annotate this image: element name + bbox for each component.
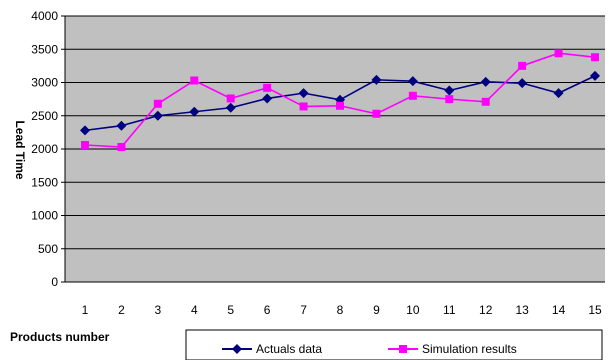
x-tick-label: 5 <box>227 303 234 317</box>
series-simulation <box>81 49 599 152</box>
legend-item-simulation: Simulation results <box>388 342 517 356</box>
y-tick-label: 1000 <box>31 209 58 223</box>
series-layer <box>80 49 600 152</box>
y-tick-label: 0 <box>51 275 58 289</box>
y-axis-ticks: 0 500 1000 1500 2000 2500 3000 3500 4000 <box>31 9 66 289</box>
x-tick-label: 10 <box>406 303 420 317</box>
data-point <box>225 102 236 113</box>
legend-box <box>185 329 603 360</box>
x-tick-label: 3 <box>155 303 162 317</box>
y-tick-label: 1500 <box>31 175 58 189</box>
data-point <box>116 120 127 131</box>
data-point <box>190 76 199 85</box>
series-actuals <box>80 70 600 136</box>
data-point <box>189 106 200 117</box>
y-tick-label: 3500 <box>31 42 58 56</box>
data-point <box>372 109 381 118</box>
y-tick-label: 500 <box>38 242 58 256</box>
data-point <box>518 61 527 70</box>
data-point <box>371 74 382 85</box>
y-tick-label: 2000 <box>31 142 58 156</box>
x-tick-label: 2 <box>118 303 125 317</box>
legend-label-actuals: Actuals data <box>256 342 322 356</box>
data-point <box>591 53 599 62</box>
legend: Actuals data Simulation results <box>185 329 603 360</box>
data-point <box>80 125 90 136</box>
data-point <box>152 110 163 121</box>
x-tick-label: 6 <box>264 303 271 317</box>
data-point <box>298 88 309 99</box>
legend-label-simulation: Simulation results <box>422 342 517 356</box>
y-tick-label: 4000 <box>31 9 58 23</box>
x-tick-label: 15 <box>588 303 602 317</box>
x-axis-title: Products number <box>10 330 110 344</box>
x-tick-label: 12 <box>479 303 493 317</box>
data-point <box>408 91 417 100</box>
x-axis-ticks: 1 2 3 4 5 6 7 8 9 10 11 12 13 14 15 <box>82 303 602 317</box>
y-tick-label: 2500 <box>31 109 58 123</box>
legend-marker-actuals-icon <box>232 344 242 354</box>
data-point <box>444 85 455 96</box>
data-point <box>226 94 235 103</box>
x-tick-label: 14 <box>552 303 566 317</box>
data-point <box>554 49 563 58</box>
data-point <box>263 83 272 92</box>
data-point <box>481 97 490 106</box>
x-tick-label: 7 <box>300 303 307 317</box>
data-point <box>336 101 344 110</box>
data-point <box>153 99 162 108</box>
x-tick-label: 9 <box>373 303 380 317</box>
data-point <box>262 93 273 104</box>
y-tick-label: 3000 <box>31 76 58 90</box>
x-tick-label: 8 <box>337 303 344 317</box>
legend-marker-simulation-icon <box>399 345 407 353</box>
x-tick-label: 11 <box>443 303 456 317</box>
data-point <box>81 141 89 150</box>
data-point <box>117 143 126 152</box>
data-point <box>480 76 491 87</box>
data-point <box>407 76 418 87</box>
x-tick-label: 1 <box>82 303 89 317</box>
x-tick-label: 13 <box>515 303 529 317</box>
legend-item-actuals: Actuals data <box>222 342 322 356</box>
data-point <box>299 102 308 111</box>
data-point <box>517 78 528 89</box>
data-point <box>553 88 564 99</box>
data-point <box>590 70 600 81</box>
y-axis-title: Lead Time <box>13 120 27 179</box>
data-point <box>445 95 454 104</box>
x-tick-label: 4 <box>191 303 198 317</box>
